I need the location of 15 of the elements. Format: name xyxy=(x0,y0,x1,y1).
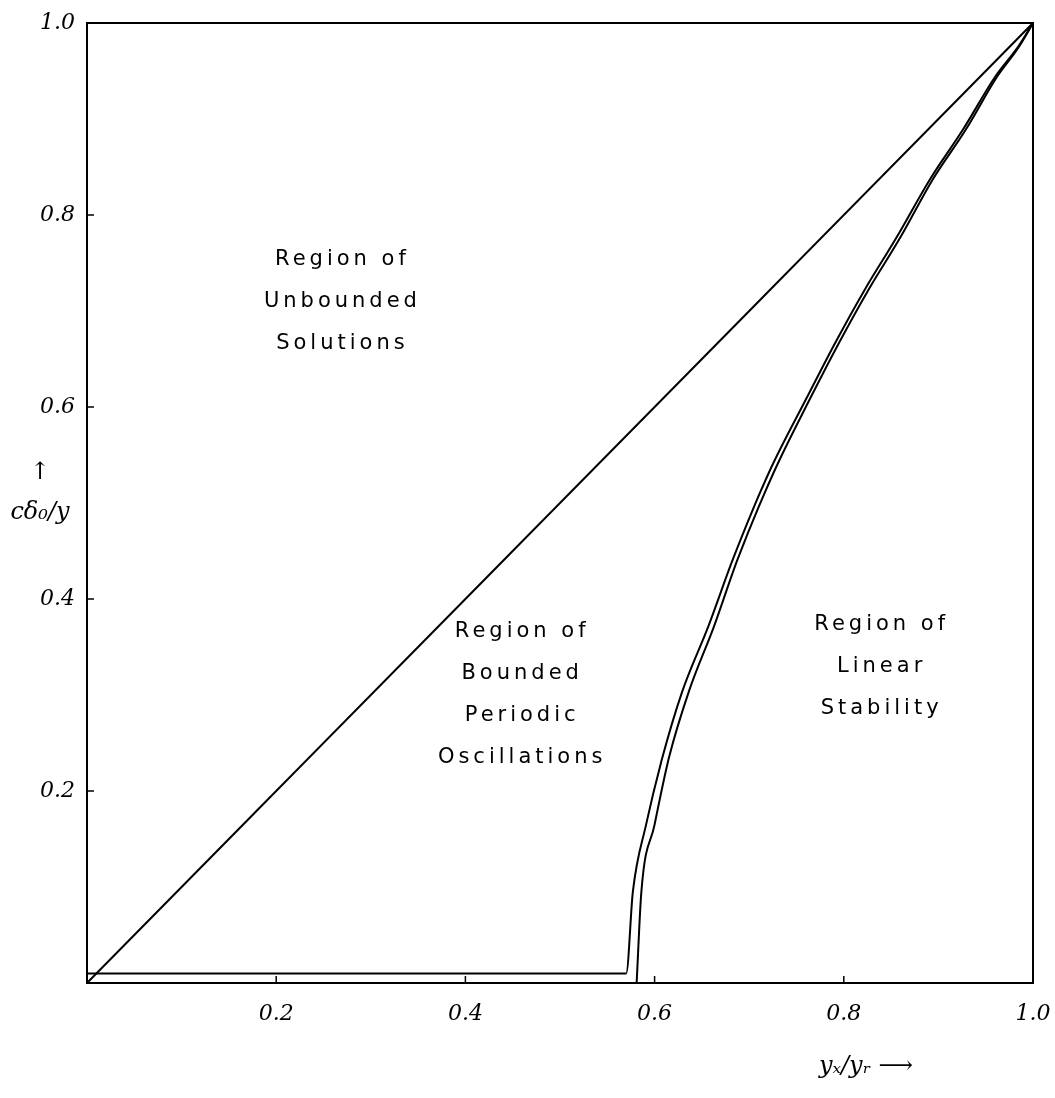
x-tick-label: 0.8 xyxy=(826,999,862,1025)
annotation: Region of Unbounded Solutions xyxy=(263,245,421,354)
x-tick-label: 0.2 xyxy=(258,999,294,1025)
annotation: Region of Bounded Periodic Oscillations xyxy=(437,618,607,769)
x-axis-title: yₓ/yᵣ ⟶ xyxy=(817,1051,913,1080)
annotation: Region of Linear Stability xyxy=(814,610,950,719)
x-tick-label: 1.0 xyxy=(1015,999,1051,1025)
y-tick-label: 0.6 xyxy=(40,392,75,418)
y-axis-title: ↑ cδ₀/y xyxy=(10,457,71,526)
x-tick-label: 0.6 xyxy=(637,999,673,1025)
x-tick-label: 0.4 xyxy=(447,999,483,1025)
y-tick-label: 1.0 xyxy=(40,8,75,34)
y-tick-label: 0.4 xyxy=(40,584,75,610)
y-tick-label: 0.8 xyxy=(40,200,75,226)
y-tick-label: 0.2 xyxy=(40,776,75,802)
